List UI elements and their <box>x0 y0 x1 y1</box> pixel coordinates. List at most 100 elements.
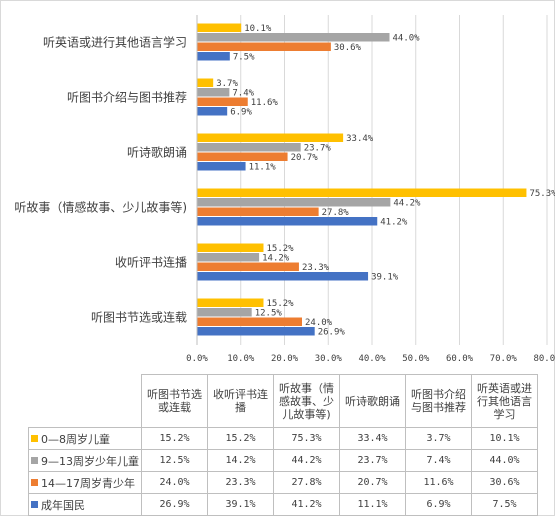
data-label: 44.2% <box>393 199 421 209</box>
legend-entry: 0—8周岁儿童 <box>28 427 142 450</box>
data-label: 75.3% <box>529 189 555 199</box>
bar <box>197 42 331 51</box>
table-cell: 11.6% <box>405 471 472 494</box>
table-cell: 39.1% <box>207 493 274 516</box>
data-label: 44.0% <box>393 34 421 44</box>
legend-entry: 14—17周岁青少年 <box>28 471 142 494</box>
data-label: 33.4% <box>346 134 374 144</box>
bar <box>197 23 242 32</box>
bar <box>197 107 228 116</box>
category-label: 听诗歌朗诵 <box>127 145 187 160</box>
data-label: 3.7% <box>216 79 238 89</box>
x-tick-label: 10.0% <box>227 354 255 364</box>
table-cell: 75.3% <box>273 427 340 450</box>
category-label: 听图书介绍与图书推荐 <box>67 91 187 105</box>
data-label: 23.3% <box>302 263 330 273</box>
data-label: 12.5% <box>255 309 283 319</box>
table-row: 9—13周岁少年儿童 12.5% 14.2% 44.2% 23.7% 7.4% 44.0% <box>28 449 538 472</box>
table-cell: 27.8% <box>273 471 340 494</box>
data-label: 11.6% <box>251 98 279 108</box>
table-corner <box>28 374 142 428</box>
category-label: 收听评书连播 <box>115 255 187 270</box>
table-column-header: 听英语或进行其他语言学习 <box>471 374 538 428</box>
table-cell: 15.2% <box>207 427 274 450</box>
table-cell: 10.1% <box>471 427 538 450</box>
data-label: 7.4% <box>232 89 254 99</box>
table-row: 0—8周岁儿童 15.2% 15.2% 75.3% 33.4% 3.7% 10.1% <box>28 427 538 450</box>
bar <box>197 33 390 42</box>
data-label: 30.6% <box>334 43 362 53</box>
legend-swatch <box>31 478 38 486</box>
bar <box>197 52 230 61</box>
table-row: 成年国民 26.9% 39.1% 41.2% 11.1% 6.9% 7.5% <box>28 493 538 516</box>
table-cell: 24.0% <box>141 471 208 494</box>
x-tick-label: 50.0% <box>402 354 430 364</box>
legend-swatch <box>31 500 38 508</box>
bar <box>197 262 299 271</box>
bar <box>197 272 369 281</box>
table-cell: 7.4% <box>405 449 472 472</box>
data-label: 20.7% <box>291 153 319 163</box>
x-tick-label: 80.0% <box>533 354 555 364</box>
bar-chart: 0.0% 10.0% 20.0% 30.0% 40.0% 50.0% 60.0% 70.0% 8… <box>14 15 555 364</box>
legend-label: 9—13周岁少年儿童 <box>41 454 139 468</box>
bar <box>197 243 264 252</box>
data-label: 23.7% <box>304 144 332 154</box>
bar <box>197 162 246 171</box>
bar <box>197 298 264 307</box>
table-cell: 3.7% <box>405 427 472 450</box>
x-tick-label: 40.0% <box>358 354 386 364</box>
data-label: 24.0% <box>305 318 333 328</box>
category-label: 听故事（情感故事、少儿故事等) <box>14 200 187 215</box>
table-column-header: 听诗歌朗诵 <box>339 374 406 428</box>
category-label: 听图书节选或连载 <box>91 310 187 325</box>
table-column-header: 收听评书连播 <box>207 374 274 428</box>
bar <box>197 152 288 161</box>
legend-label: 0—8周岁儿童 <box>41 432 110 446</box>
data-label: 15.2% <box>267 299 295 309</box>
x-tick-label: 60.0% <box>446 354 474 364</box>
data-label: 39.1% <box>371 273 399 283</box>
bar <box>197 317 302 326</box>
data-label: 7.5% <box>233 53 255 63</box>
table-cell: 15.2% <box>141 427 208 450</box>
x-tick-label: 70.0% <box>490 354 518 364</box>
data-label: 15.2% <box>267 244 295 254</box>
data-label: 41.2% <box>380 218 408 228</box>
legend-label: 成年国民 <box>41 498 85 512</box>
legend-swatch <box>31 456 38 464</box>
bar <box>197 78 214 87</box>
bar <box>197 88 230 97</box>
bar <box>197 133 344 142</box>
table-cell: 7.5% <box>471 493 538 516</box>
table-cell: 30.6% <box>471 471 538 494</box>
table-cell: 14.2% <box>207 449 274 472</box>
data-label: 6.9% <box>230 108 252 118</box>
bar <box>197 198 391 207</box>
bar <box>197 188 527 197</box>
table-column-header: 听图书节选或连载 <box>141 374 208 428</box>
table-cell: 26.9% <box>141 493 208 516</box>
bar <box>197 207 319 216</box>
table-cell: 41.2% <box>273 493 340 516</box>
bar <box>197 253 260 262</box>
x-tick-label: 30.0% <box>315 354 343 364</box>
table-column-header: 听故事（情感故事、少儿故事等) <box>273 374 340 428</box>
bar <box>197 97 248 106</box>
legend-label: 14—17周岁青少年 <box>41 476 135 490</box>
table-row: 14—17周岁青少年 24.0% 23.3% 27.8% 20.7% 11.6% 30.6% <box>28 471 538 494</box>
table-cell: 23.7% <box>339 449 406 472</box>
category-label: 听英语或进行其他语言学习 <box>43 35 187 50</box>
data-label: 14.2% <box>262 254 290 264</box>
bar <box>197 143 301 152</box>
data-label: 27.8% <box>322 208 350 218</box>
table-cell: 23.3% <box>207 471 274 494</box>
table-cell: 44.0% <box>471 449 538 472</box>
data-label: 26.9% <box>318 328 346 338</box>
data-table: 听图书节选或连载 收听评书连播 听故事（情感故事、少儿故事等) 听诗歌朗诵 听图书介绍与… <box>28 374 538 516</box>
table-cell: 44.2% <box>273 449 340 472</box>
table-cell: 6.9% <box>405 493 472 516</box>
data-label: 10.1% <box>244 24 272 34</box>
bar <box>197 308 252 317</box>
table-cell: 33.4% <box>339 427 406 450</box>
